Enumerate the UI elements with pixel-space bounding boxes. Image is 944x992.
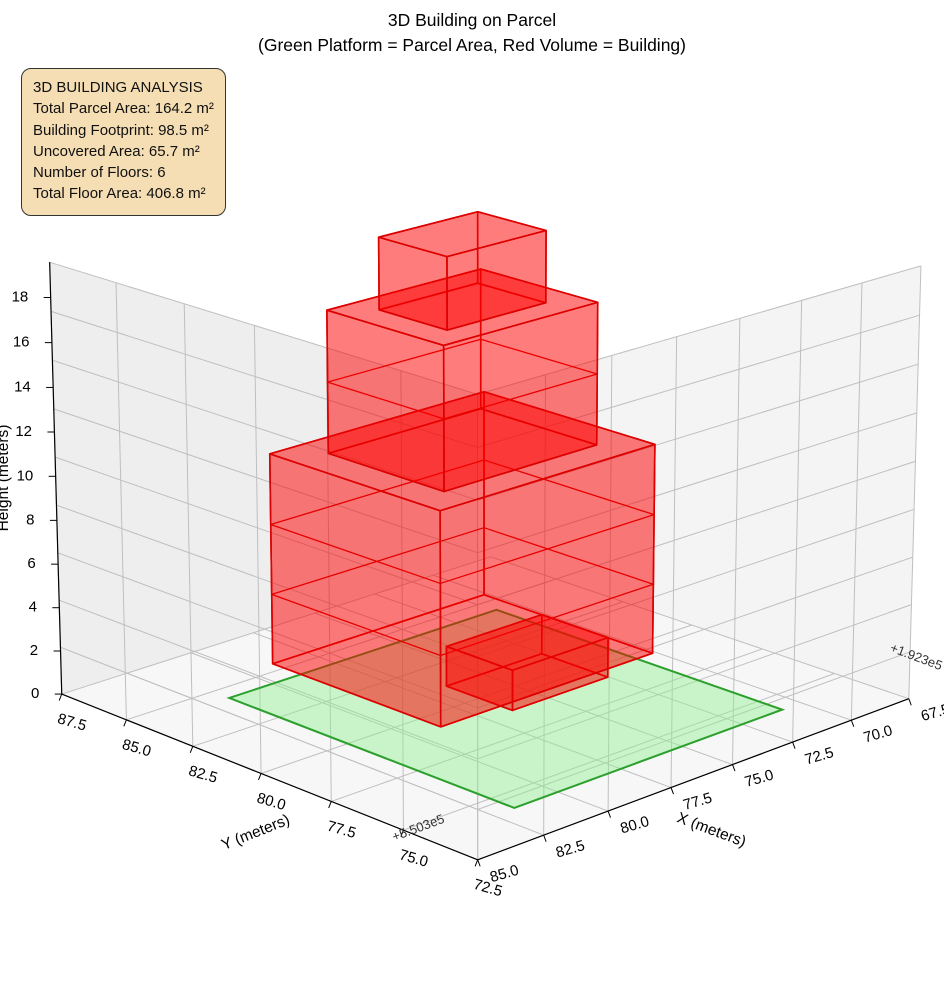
svg-text:X (meters): X (meters) xyxy=(675,809,749,850)
svg-text:80.0: 80.0 xyxy=(255,790,288,814)
svg-text:4: 4 xyxy=(29,599,37,616)
svg-text:77.5: 77.5 xyxy=(681,789,714,813)
svg-text:2: 2 xyxy=(30,642,38,659)
svg-text:85.0: 85.0 xyxy=(120,736,153,760)
svg-text:77.5: 77.5 xyxy=(325,818,358,842)
svg-text:Y (meters): Y (meters) xyxy=(219,811,292,853)
svg-text:80.0: 80.0 xyxy=(618,813,651,837)
svg-text:10: 10 xyxy=(17,467,34,484)
svg-text:Height (meters): Height (meters) xyxy=(0,425,12,532)
svg-text:82.5: 82.5 xyxy=(554,837,587,861)
svg-text:6: 6 xyxy=(27,555,35,572)
svg-text:14: 14 xyxy=(14,378,31,395)
svg-text:82.5: 82.5 xyxy=(187,762,220,786)
svg-text:12: 12 xyxy=(15,423,32,440)
svg-text:8: 8 xyxy=(26,511,34,528)
svg-text:0: 0 xyxy=(31,685,39,702)
svg-text:72.5: 72.5 xyxy=(803,744,836,768)
svg-text:75.0: 75.0 xyxy=(397,846,430,870)
svg-text:75.0: 75.0 xyxy=(743,767,776,791)
svg-text:87.5: 87.5 xyxy=(56,710,89,734)
svg-text:70.0: 70.0 xyxy=(862,722,895,746)
svg-text:67.5: 67.5 xyxy=(919,701,944,725)
svg-text:16: 16 xyxy=(13,334,30,351)
svg-text:18: 18 xyxy=(12,288,29,305)
